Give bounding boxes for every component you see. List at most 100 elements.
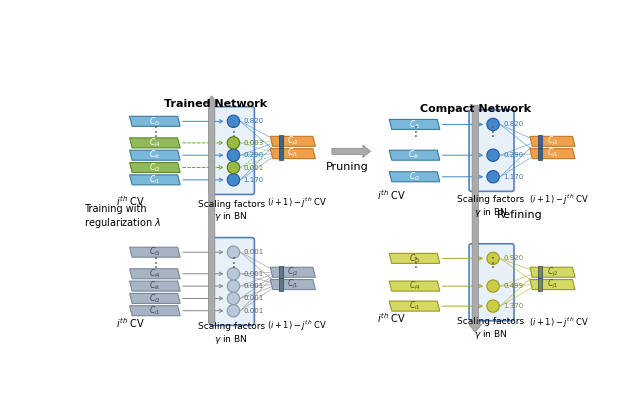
Text: Trained Network: Trained Network: [164, 99, 267, 109]
Text: $(i+1)-j^{th}$ CV: $(i+1)-j^{th}$ CV: [267, 196, 327, 210]
Polygon shape: [530, 280, 575, 290]
Text: $C_{ik}$: $C_{ik}$: [149, 280, 161, 292]
Circle shape: [227, 246, 239, 258]
Polygon shape: [389, 281, 440, 291]
Text: $C_{i2}$: $C_{i2}$: [149, 292, 161, 305]
Text: ⋮: ⋮: [149, 256, 163, 270]
Circle shape: [227, 292, 239, 305]
Polygon shape: [270, 149, 316, 159]
Text: Scaling factors
$\gamma$ in BN: Scaling factors $\gamma$ in BN: [457, 317, 524, 341]
Text: $C_{ik}$: $C_{ik}$: [408, 149, 420, 162]
Text: Scaling factors
$\gamma$ in BN: Scaling factors $\gamma$ in BN: [457, 195, 524, 219]
Polygon shape: [389, 253, 440, 263]
Text: $C_{j2}$: $C_{j2}$: [547, 135, 558, 148]
Text: Scaling factors
$\gamma$ in BN: Scaling factors $\gamma$ in BN: [198, 199, 265, 223]
Circle shape: [227, 149, 239, 162]
Circle shape: [487, 252, 499, 265]
Polygon shape: [129, 150, 180, 160]
Text: $C_{i1}$: $C_{i1}$: [149, 173, 161, 186]
FancyBboxPatch shape: [209, 237, 254, 325]
Circle shape: [227, 280, 239, 292]
Circle shape: [487, 118, 499, 131]
Text: $C_{i1}$: $C_{i1}$: [409, 300, 420, 312]
Bar: [279, 135, 283, 147]
Circle shape: [487, 280, 499, 292]
Text: 0.290: 0.290: [244, 152, 264, 158]
Text: 1.170: 1.170: [503, 174, 524, 180]
FancyArrow shape: [469, 105, 481, 332]
Bar: [538, 135, 542, 147]
Text: $(i+1)-j^{th}$ CV: $(i+1)-j^{th}$ CV: [267, 319, 327, 333]
Text: $C_{i5}$: $C_{i5}$: [409, 252, 420, 265]
Text: Training with
regularization $\lambda$: Training with regularization $\lambda$: [84, 204, 161, 230]
Polygon shape: [129, 247, 180, 257]
Text: $i^{th}$ CV: $i^{th}$ CV: [116, 194, 145, 208]
Text: $C_{i5}$: $C_{i5}$: [409, 118, 420, 131]
Polygon shape: [389, 119, 440, 130]
Text: 1.170: 1.170: [244, 177, 264, 183]
Text: $i^{th}$ CV: $i^{th}$ CV: [116, 316, 145, 330]
FancyBboxPatch shape: [209, 107, 254, 194]
Text: 0.920: 0.920: [503, 256, 524, 261]
Text: $C_{j2}$: $C_{j2}$: [547, 266, 558, 279]
Text: Scaling factors
$\gamma$ in BN: Scaling factors $\gamma$ in BN: [198, 322, 265, 346]
Text: $C_{i5}$: $C_{i5}$: [149, 246, 161, 258]
Circle shape: [487, 171, 499, 183]
Text: ⋮: ⋮: [227, 256, 241, 270]
Text: $i^{th}$ CV: $i^{th}$ CV: [377, 312, 406, 325]
Text: $C_{j1}$: $C_{j1}$: [287, 278, 299, 291]
Text: $C_{i5}$: $C_{i5}$: [149, 115, 161, 128]
Bar: [538, 278, 542, 291]
Polygon shape: [129, 138, 180, 148]
Text: $C_{i4}$: $C_{i4}$: [149, 267, 161, 280]
Circle shape: [227, 162, 239, 174]
Text: 0.001: 0.001: [244, 165, 264, 171]
Polygon shape: [129, 116, 180, 126]
Text: $C_{ik}$: $C_{ik}$: [149, 149, 161, 162]
Text: 0.001: 0.001: [244, 308, 264, 314]
Text: Refining: Refining: [497, 210, 543, 220]
Text: $C_{j1}$: $C_{j1}$: [547, 147, 558, 160]
Circle shape: [227, 268, 239, 280]
Circle shape: [227, 137, 239, 149]
FancyBboxPatch shape: [469, 110, 514, 192]
Polygon shape: [270, 280, 316, 290]
Text: $C_{i2}$: $C_{i2}$: [409, 171, 420, 183]
Text: 0.001: 0.001: [244, 295, 264, 301]
Text: ⋮: ⋮: [408, 256, 422, 270]
Circle shape: [227, 115, 239, 128]
Circle shape: [487, 300, 499, 312]
Text: 0.001: 0.001: [244, 249, 264, 255]
Text: 0.003: 0.003: [244, 140, 264, 146]
Polygon shape: [129, 175, 180, 185]
Text: ⋮: ⋮: [408, 125, 422, 139]
Polygon shape: [129, 293, 180, 303]
Text: 1.370: 1.370: [503, 303, 524, 309]
Text: $(i+1)-j^{th}$ CV: $(i+1)-j^{th}$ CV: [529, 193, 589, 207]
Text: ⋮: ⋮: [227, 125, 241, 139]
Polygon shape: [389, 150, 440, 160]
Polygon shape: [270, 136, 316, 146]
Text: ⋮: ⋮: [486, 125, 500, 139]
Text: 0.290: 0.290: [503, 152, 524, 158]
Text: 0.820: 0.820: [503, 121, 524, 128]
Polygon shape: [389, 172, 440, 182]
Text: ⋮: ⋮: [149, 125, 163, 139]
Text: ⋮: ⋮: [486, 256, 500, 270]
Text: $C_{i4}$: $C_{i4}$: [408, 280, 420, 292]
Bar: [279, 278, 283, 291]
Polygon shape: [530, 136, 575, 146]
Text: $C_{i1}$: $C_{i1}$: [149, 305, 161, 317]
Circle shape: [227, 174, 239, 186]
Text: $C_{j1}$: $C_{j1}$: [547, 278, 558, 291]
Text: 0.499: 0.499: [503, 283, 524, 289]
Text: Pruning: Pruning: [326, 162, 369, 172]
FancyArrow shape: [205, 96, 218, 323]
Text: 0.001: 0.001: [244, 271, 264, 277]
Polygon shape: [389, 301, 440, 311]
Polygon shape: [530, 149, 575, 159]
Circle shape: [227, 305, 239, 317]
FancyArrow shape: [332, 145, 371, 158]
Text: $i^{th}$ CV: $i^{th}$ CV: [377, 188, 406, 202]
Text: Compact Network: Compact Network: [420, 104, 531, 114]
